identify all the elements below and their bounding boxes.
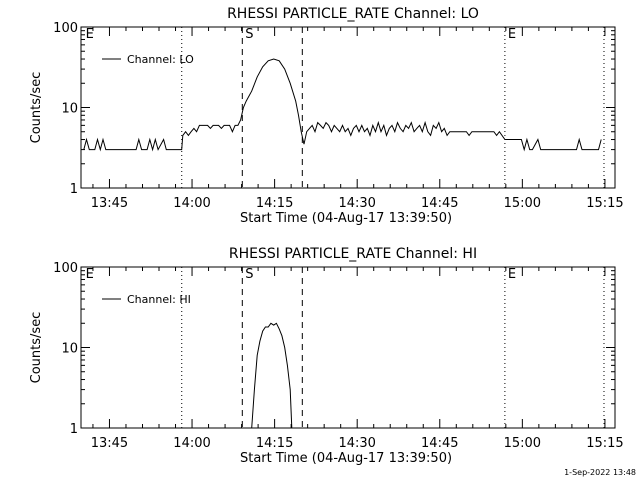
series-line-1 <box>251 322 293 428</box>
x-tick-label: 14:15 <box>256 196 293 211</box>
x-axis-label: Start Time (04-Aug-17 13:39:50) <box>240 451 452 466</box>
x-tick-label: 14:00 <box>173 436 210 451</box>
y-axis-label: Counts/sec <box>29 312 44 384</box>
legend-label: Channel: HI <box>127 293 191 306</box>
x-tick-label: 15:15 <box>586 196 623 211</box>
event-marker-label: E <box>86 267 94 282</box>
y-tick-label: 10 <box>61 102 78 117</box>
chart-title: RHESSI PARTICLE_RATE Channel: LO <box>227 6 479 22</box>
x-tick-label: 14:45 <box>421 196 458 211</box>
y-axis-label: Counts/sec <box>29 72 44 144</box>
x-tick-label: 14:30 <box>338 196 375 211</box>
x-tick-label: 14:30 <box>338 436 375 451</box>
event-marker-label: E <box>508 27 516 42</box>
chart-panel-2: RHESSI PARTICLE_RATE Channel: HI 1 10 100 13… <box>29 246 624 466</box>
chart-panel-1: RHESSI PARTICLE_RATE Channel: LO 1 10 100 13… <box>29 6 624 226</box>
x-tick-label: 14:00 <box>173 196 210 211</box>
x-tick-label: 15:00 <box>504 436 541 451</box>
event-marker-label: E <box>508 267 516 282</box>
plot-frame <box>80 26 616 189</box>
y-tick-label: 1 <box>70 422 78 437</box>
x-tick-label: 13:45 <box>91 196 128 211</box>
y-tick-label: 100 <box>53 261 78 276</box>
x-tick-label: 13:45 <box>91 436 128 451</box>
y-tick-label: 10 <box>61 342 78 357</box>
y-tick-label: 1 <box>70 182 78 197</box>
event-marker-label: S <box>245 27 253 42</box>
x-tick-label: 15:15 <box>586 436 623 451</box>
x-tick-label: 15:00 <box>504 196 541 211</box>
x-tick-label: 14:45 <box>421 436 458 451</box>
event-marker-label: E <box>86 27 94 42</box>
x-tick-label: 14:15 <box>256 436 293 451</box>
y-tick-label: 100 <box>53 21 78 36</box>
footer-timestamp-text: 1-Sep-2022 13:48 <box>564 468 636 477</box>
series-line-1 <box>83 58 602 152</box>
legend-label: Channel: LO <box>127 53 194 66</box>
x-axis-label: Start Time (04-Aug-17 13:39:50) <box>240 211 452 226</box>
event-marker-label: S <box>245 267 253 282</box>
chart-title: RHESSI PARTICLE_RATE Channel: HI <box>229 246 477 262</box>
plot-frame <box>80 266 616 429</box>
